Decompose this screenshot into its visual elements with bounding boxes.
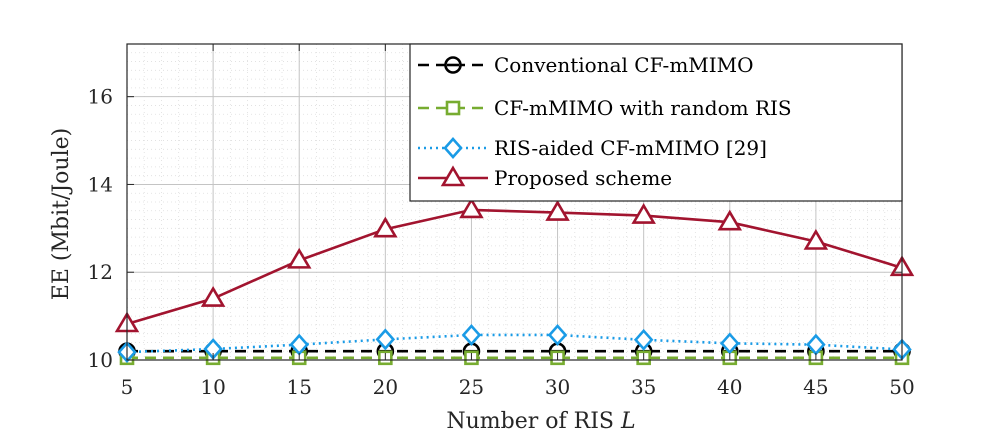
data-point	[459, 197, 484, 219]
legend-entry: CF-mMIMO with random RIS	[418, 96, 792, 120]
data-point	[461, 324, 482, 346]
data-point	[200, 285, 226, 307]
legend-marker	[445, 100, 461, 116]
x-tick-label: 25	[459, 375, 484, 399]
legend-box	[409, 43, 903, 202]
x-tick-label: 30	[545, 375, 570, 399]
legend-entry: Proposed scheme	[418, 165, 672, 190]
legend: Conventional CF-mMIMO CF-mMIMO with rando…	[409, 43, 903, 202]
x-tick-label: 40	[717, 375, 742, 399]
series-line	[126, 208, 903, 326]
y-tick-label: 16	[88, 85, 113, 109]
legend-label: Conventional CF-mMIMO	[494, 53, 754, 77]
legend-entry: Conventional CF-mMIMO	[418, 53, 754, 77]
data-point	[373, 216, 398, 238]
x-tick-label: 45	[803, 375, 828, 399]
data-point	[375, 328, 396, 351]
legend-marker	[444, 56, 462, 74]
legend-label: Proposed scheme	[494, 166, 672, 190]
data-point	[803, 228, 829, 250]
y-tick-label: 12	[88, 260, 113, 284]
data-point	[720, 332, 740, 355]
x-tick-label: 20	[373, 375, 398, 399]
x-tick-label: 35	[631, 375, 656, 399]
x-tick-label: 10	[200, 375, 225, 399]
data-point	[545, 199, 570, 221]
data-point	[633, 328, 654, 351]
series-2	[119, 350, 910, 366]
data-point	[547, 324, 568, 346]
y-tick-labels: 10 12 14 16	[88, 85, 113, 372]
x-axis-title: Number of RIS L	[446, 409, 635, 434]
data-point	[286, 247, 312, 269]
x-tick-label: 50	[889, 375, 914, 399]
y-axis-title: EE (Mbit/Joule)	[49, 128, 74, 300]
legend-label: RIS-aided CF-mMIMO [29]	[494, 136, 767, 160]
series-4	[114, 197, 915, 333]
x-tick-label: 15	[286, 375, 311, 399]
x-tick-labels: 5 10 15 20 25 30 35 40 45 50	[121, 375, 915, 399]
y-tick-label: 14	[88, 172, 113, 196]
data-point	[631, 203, 656, 224]
data-point	[717, 209, 743, 231]
x-tick-label: 5	[121, 375, 134, 399]
legend-entry: RIS-aided CF-mMIMO [29]	[418, 136, 767, 160]
y-tick-label: 10	[88, 348, 113, 372]
legend-marker	[443, 137, 463, 159]
series-layer	[114, 197, 915, 366]
legend-label: CF-mMIMO with random RIS	[494, 96, 792, 120]
legend-marker	[440, 165, 466, 187]
